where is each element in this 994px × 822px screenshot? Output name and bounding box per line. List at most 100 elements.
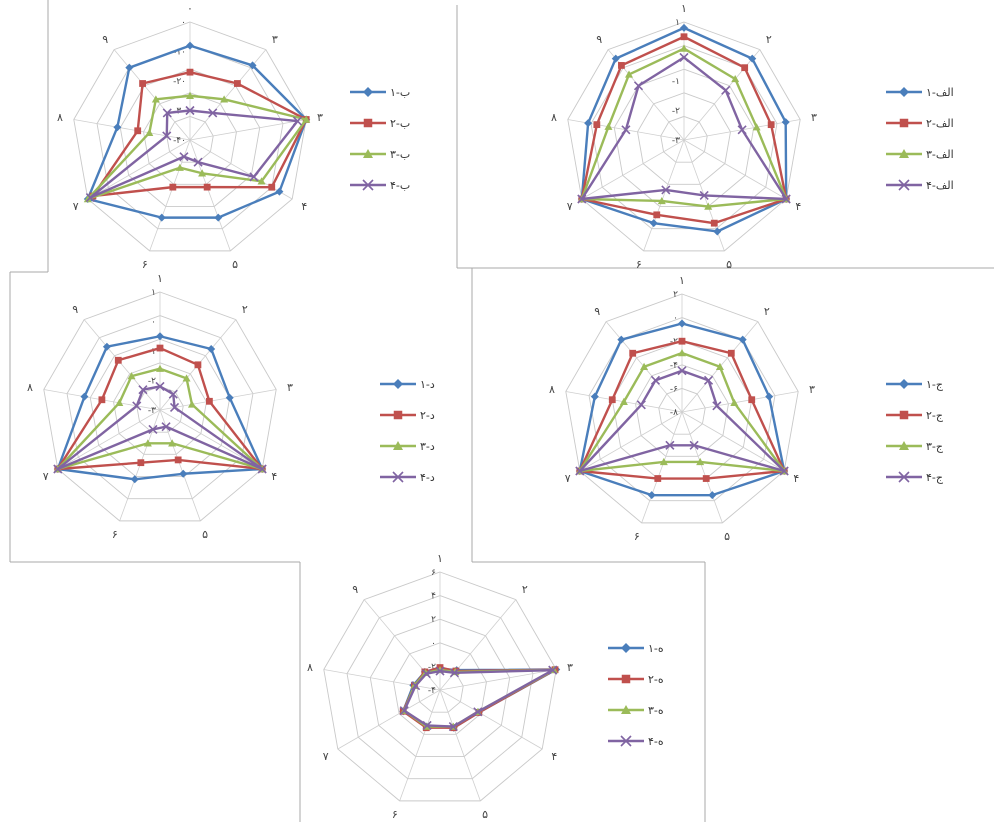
data-point bbox=[175, 163, 184, 171]
series-line bbox=[580, 56, 788, 201]
data-point bbox=[449, 668, 459, 678]
legend-item-alef-1: الف-١ bbox=[886, 86, 954, 99]
data-point bbox=[575, 466, 585, 476]
data-point bbox=[604, 122, 613, 130]
tick-label: -١ bbox=[672, 77, 680, 87]
grid-spoke bbox=[581, 139, 685, 200]
data-point bbox=[621, 125, 631, 135]
legend-marker bbox=[363, 87, 373, 97]
data-point bbox=[156, 364, 164, 372]
category-label-5: ۵ bbox=[726, 258, 732, 271]
series-line bbox=[56, 385, 264, 471]
legend-item-he-2: ه-٢ bbox=[608, 673, 664, 686]
legend-label: ب-٢ bbox=[390, 117, 410, 130]
category-label-2: ٣ bbox=[272, 33, 278, 46]
category-label-9: ٩ bbox=[596, 33, 602, 46]
data-point bbox=[727, 349, 735, 357]
grid-ring bbox=[565, 293, 799, 524]
data-point bbox=[139, 80, 146, 87]
data-point bbox=[748, 396, 756, 404]
data-point bbox=[584, 119, 593, 128]
radar-chart-dal: ١ ٢ ٣ ۴ ۵ ۶ ٧ ٨ ٩ ١ ٠ -١ -٢ -٣ د-١ د-٢ د-٣ د-۴ bbox=[27, 272, 435, 541]
data-point bbox=[85, 192, 95, 203]
grid-spoke bbox=[681, 411, 723, 524]
legend-label: ه-٣ bbox=[648, 704, 664, 717]
data-point bbox=[611, 54, 620, 63]
data-point bbox=[187, 400, 196, 408]
data-point bbox=[275, 187, 284, 196]
legend-label: الف-٣ bbox=[926, 148, 954, 161]
category-label-5: ۵ bbox=[724, 530, 730, 543]
category-label-6: ۶ bbox=[392, 808, 398, 821]
grid-spoke bbox=[399, 689, 441, 802]
category-label-6: ۶ bbox=[112, 528, 118, 541]
grid-ring bbox=[166, 115, 214, 163]
data-point bbox=[151, 95, 160, 103]
data-point bbox=[590, 392, 599, 401]
panel-frames bbox=[9, 0, 994, 822]
data-point bbox=[257, 177, 266, 185]
tick-label: -٣ bbox=[672, 136, 680, 146]
grid-spoke bbox=[641, 411, 683, 524]
legend-label: ج-٢ bbox=[926, 409, 944, 422]
grid-ring bbox=[43, 291, 277, 522]
legend-item-jim-1: ج-١ bbox=[886, 378, 944, 391]
grid-spoke bbox=[683, 139, 787, 200]
category-label-4: ۴ bbox=[551, 750, 557, 763]
tick-label: ۶ bbox=[431, 568, 436, 578]
data-point bbox=[138, 385, 148, 395]
data-point bbox=[421, 669, 431, 679]
grid-spoke bbox=[149, 139, 191, 252]
data-point bbox=[779, 466, 789, 476]
legend-item-jim-4: ج-۴ bbox=[886, 471, 944, 484]
category-label-4: ۴ bbox=[795, 200, 801, 213]
category-label-1: ١ bbox=[679, 274, 685, 287]
series-line bbox=[91, 70, 308, 198]
grid-ring bbox=[323, 571, 557, 802]
data-point bbox=[179, 469, 188, 478]
data-point bbox=[704, 202, 713, 210]
data-point bbox=[132, 401, 142, 411]
data-point bbox=[679, 52, 689, 62]
tick-label: -۴٠ bbox=[173, 136, 186, 146]
data-point bbox=[179, 152, 189, 162]
data-point bbox=[102, 342, 111, 351]
tick-label: -٢ bbox=[672, 107, 680, 117]
data-point bbox=[653, 211, 661, 219]
legend-marker bbox=[363, 118, 373, 128]
legend-label: الف-١ bbox=[926, 86, 954, 99]
series-alef-2 bbox=[578, 33, 790, 227]
series-line bbox=[86, 44, 308, 219]
data-point bbox=[185, 105, 195, 116]
category-label-8: ٨ bbox=[57, 111, 63, 124]
data-point bbox=[678, 337, 686, 345]
tick-label: -٢٠ bbox=[173, 77, 186, 87]
series-line bbox=[578, 340, 786, 480]
data-point bbox=[633, 81, 644, 91]
data-point bbox=[721, 85, 731, 95]
legend-label: ج-۴ bbox=[926, 471, 944, 484]
legend-item-dal-2: د-٢ bbox=[380, 409, 435, 422]
data-point bbox=[730, 398, 739, 406]
category-label-9: ٩ bbox=[352, 583, 358, 596]
data-point bbox=[708, 491, 717, 500]
data-point bbox=[715, 362, 724, 371]
data-point bbox=[257, 464, 267, 474]
data-point bbox=[137, 459, 145, 467]
legend-label: د-۴ bbox=[420, 471, 435, 484]
legend-marker bbox=[899, 149, 909, 158]
data-point bbox=[134, 127, 142, 135]
legend-item-be-1: ب-١ bbox=[350, 86, 410, 99]
grid-ring bbox=[136, 385, 184, 433]
legend-item-jim-3: ج-٣ bbox=[886, 440, 944, 453]
category-label-2: ٢ bbox=[522, 583, 528, 596]
data-point bbox=[113, 123, 122, 132]
category-label-9: ٩ bbox=[594, 305, 600, 318]
legend-item-dal-4: د-۴ bbox=[380, 471, 435, 484]
category-label-8: ٨ bbox=[549, 383, 555, 396]
grid-spoke bbox=[83, 319, 161, 411]
category-label-3: ٣ bbox=[811, 111, 817, 124]
grid-ring bbox=[613, 68, 755, 207]
